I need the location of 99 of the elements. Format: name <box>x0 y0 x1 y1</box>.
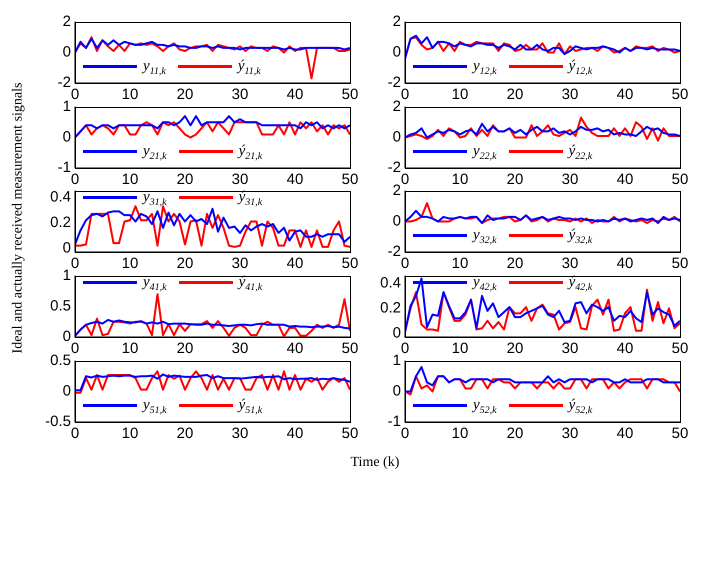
x-tick-label: 40 <box>616 425 634 442</box>
x-tick-label: 10 <box>122 340 138 358</box>
x-tick-label: 20 <box>506 86 524 104</box>
x-tick-label: 10 <box>122 86 138 104</box>
legend-label: ý$_{52,k}$ <box>568 396 592 416</box>
y-tick-label: -2 <box>388 74 401 92</box>
x-tick-label: 10 <box>452 425 468 442</box>
y-tick-label: 2 <box>62 13 71 30</box>
x-tick-label: 50 <box>342 255 358 272</box>
x-tick-label: 20 <box>176 255 194 272</box>
x-tick-label: 50 <box>342 425 358 442</box>
legend-label: ý$_{32,k}$ <box>568 226 592 246</box>
x-tick-label: 50 <box>672 171 688 188</box>
x-tick-label: 10 <box>452 86 468 104</box>
x-tick-label: 30 <box>562 425 578 442</box>
y-axis-title: Ideal and actually received measurement signals <box>10 82 26 354</box>
x-tick-label: 40 <box>616 340 634 358</box>
x-tick-label: 30 <box>562 255 578 272</box>
y-tick-label: -2 <box>388 159 401 176</box>
x-tick-label: 40 <box>286 340 304 358</box>
y-tick-label: 2 <box>392 13 401 30</box>
x-tick-label: 10 <box>122 255 138 272</box>
x-tick-label: 30 <box>562 340 578 358</box>
legend-label: ý$_{21,k}$ <box>238 142 262 162</box>
x-tick-label: 30 <box>232 171 248 188</box>
y-tick-label: 2 <box>392 182 401 200</box>
legend-label: y$_{42,k}$ <box>473 273 497 293</box>
x-tick-label: 10 <box>452 171 468 188</box>
x-tick-label: 40 <box>616 171 634 188</box>
y-tick-label: 0 <box>62 44 71 61</box>
y-tick-label: 1 <box>62 98 71 116</box>
legend-label: y$_{31,k}$ <box>143 188 167 208</box>
legend-label: ý$_{22,k}$ <box>568 142 592 162</box>
legend-label: y$_{32,k}$ <box>473 226 497 246</box>
x-tick-label: 20 <box>176 425 194 442</box>
x-tick-label: 40 <box>286 425 304 442</box>
x-tick-label: 30 <box>232 340 248 358</box>
y-tick-label: 0 <box>392 44 401 61</box>
x-tick-label: 10 <box>122 171 138 188</box>
y-tick-label: 1 <box>62 267 71 284</box>
x-tick-label: 20 <box>176 86 194 104</box>
x-tick-label: 20 <box>506 171 524 188</box>
y-tick-label: 0.2 <box>50 214 71 231</box>
x-tick-label: 40 <box>286 171 304 188</box>
x-tick-label: 20 <box>506 425 524 442</box>
x-tick-label: 30 <box>562 86 578 104</box>
y-tick-label: 2 <box>392 98 401 116</box>
x-tick-label: 20 <box>176 340 194 358</box>
x-tick-label: 10 <box>452 255 468 272</box>
y-tick-label: -2 <box>388 243 401 260</box>
y-tick-label: 0.5 <box>50 298 71 315</box>
x-tick-label: 40 <box>286 255 304 272</box>
y-tick-label: -1 <box>388 413 401 430</box>
y-tick-label: 0 <box>392 212 401 230</box>
x-tick-label: 20 <box>506 255 524 272</box>
y-tick-label: 0 <box>62 382 71 400</box>
x-tick-label: 30 <box>562 171 578 188</box>
x-tick-label: 30 <box>232 86 248 104</box>
x-tick-label: 20 <box>176 171 194 188</box>
x-tick-label: 10 <box>452 340 468 358</box>
legend-label: y$_{22,k}$ <box>473 142 497 162</box>
y-tick-label: 0 <box>392 324 401 342</box>
y-tick-label: 0.5 <box>50 352 71 370</box>
legend-label: y$_{21,k}$ <box>143 142 167 162</box>
x-tick-label: 50 <box>672 255 688 272</box>
x-tick-label: 50 <box>342 86 358 104</box>
x-tick-label: 10 <box>122 425 138 442</box>
y-tick-label: 0.4 <box>380 274 401 292</box>
y-tick-label: 0.2 <box>380 300 401 317</box>
x-tick-label: 40 <box>286 86 304 104</box>
legend-label: y$_{12,k}$ <box>473 57 497 77</box>
legend-label: y$_{41,k}$ <box>143 273 167 293</box>
y-tick-label: -1 <box>58 159 71 176</box>
x-tick-label: 40 <box>616 86 634 104</box>
y-tick-label: -2 <box>58 74 71 92</box>
legend-label: y$_{52,k}$ <box>473 396 497 416</box>
x-tick-label: 40 <box>616 255 634 272</box>
x-tick-label: 50 <box>672 340 688 358</box>
legend-label: ý$_{11,k}$ <box>238 57 261 77</box>
x-axis-title: Time (k) <box>350 455 400 471</box>
x-tick-label: 50 <box>342 171 358 188</box>
y-tick-label: 0 <box>392 382 401 400</box>
legend-label: y$_{51,k}$ <box>143 396 167 416</box>
y-tick-label: 0 <box>392 128 401 146</box>
y-tick-label: 0 <box>62 239 71 256</box>
y-tick-label: 0 <box>62 328 71 346</box>
y-tick-label: -0.5 <box>45 413 71 430</box>
legend-label: ý$_{12,k}$ <box>568 57 592 77</box>
x-tick-label: 50 <box>672 86 688 104</box>
x-tick-label: 50 <box>342 340 358 358</box>
x-tick-label: 30 <box>232 425 248 442</box>
x-tick-label: 30 <box>232 255 248 272</box>
legend-label: y$_{11,k}$ <box>143 57 166 77</box>
y-tick-label: 0 <box>62 128 71 146</box>
y-tick-label: 1 <box>392 352 401 370</box>
x-tick-label: 20 <box>506 340 524 358</box>
x-tick-label: 50 <box>672 425 688 442</box>
y-tick-label: 0.4 <box>50 188 71 206</box>
legend-label: ý$_{51,k}$ <box>238 396 262 416</box>
